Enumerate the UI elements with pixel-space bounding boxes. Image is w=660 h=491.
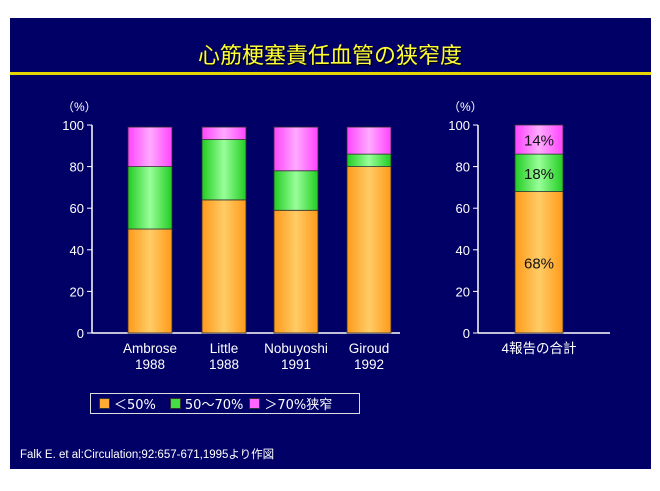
y-tick-label: 100 — [448, 118, 470, 133]
y-tick-label: 0 — [77, 326, 84, 341]
legend-label: ＜50% — [114, 398, 156, 413]
legend-label: ＞70%狭窄 — [264, 398, 333, 413]
bar-segment — [514, 124, 564, 155]
legend-item-gt70: ＞70%狭窄 — [249, 394, 332, 413]
legend-label: 50〜70% — [184, 398, 244, 413]
y-tick-label: 60 — [456, 201, 470, 216]
bar-segment — [201, 126, 247, 140]
bar-segment — [346, 126, 392, 155]
x-tick-label: 4報告の合計 — [501, 341, 576, 356]
x-tick-label: Giroud — [349, 341, 390, 356]
bar-segment — [346, 153, 392, 167]
y-axis-label: （%） — [448, 100, 483, 114]
y-tick-label: 40 — [70, 243, 84, 258]
source-citation: Falk E. et al:Circulation;92:657-671,199… — [20, 449, 275, 461]
y-tick-label: 80 — [70, 160, 84, 175]
bar-segment — [273, 170, 319, 211]
x-tick-label: Nobuyoshi — [264, 341, 328, 356]
y-tick-label: 20 — [456, 284, 470, 299]
bar-segment — [201, 199, 247, 334]
x-tick-label: 1992 — [354, 357, 384, 372]
y-tick-label: 60 — [70, 201, 84, 216]
y-tick-label: 0 — [463, 326, 470, 341]
data-label: 68% — [524, 255, 554, 272]
y-tick-label: 100 — [62, 118, 84, 133]
y-axis-label: （%） — [62, 100, 97, 114]
x-tick-label: 1988 — [209, 357, 239, 372]
bar-segment — [273, 209, 319, 334]
bar-segment — [346, 166, 392, 334]
bar-segment — [273, 126, 319, 172]
x-tick-label: Ambrose — [123, 341, 177, 356]
legend-item-50-70: 50〜70% — [169, 394, 244, 413]
bar-segment — [201, 139, 247, 201]
y-tick-label: 20 — [70, 284, 84, 299]
data-label: 14% — [524, 133, 554, 150]
bar-segment — [127, 126, 173, 168]
x-tick-label: 1988 — [135, 357, 165, 372]
y-tick-label: 40 — [456, 243, 470, 258]
data-label: 18% — [524, 166, 554, 183]
x-tick-label: 1991 — [281, 357, 311, 372]
slide-title: 心筋梗塞責任血管の狭窄度 — [197, 44, 462, 69]
x-tick-label: Little — [210, 341, 239, 356]
bar-segment — [127, 228, 173, 334]
legend-item-lt50: ＜50% — [99, 394, 156, 413]
y-tick-label: 80 — [456, 160, 470, 175]
legend: ＜50% 50〜70% ＞70%狭窄 — [90, 393, 360, 414]
title-underline — [10, 72, 651, 75]
bar-segment — [127, 166, 173, 230]
